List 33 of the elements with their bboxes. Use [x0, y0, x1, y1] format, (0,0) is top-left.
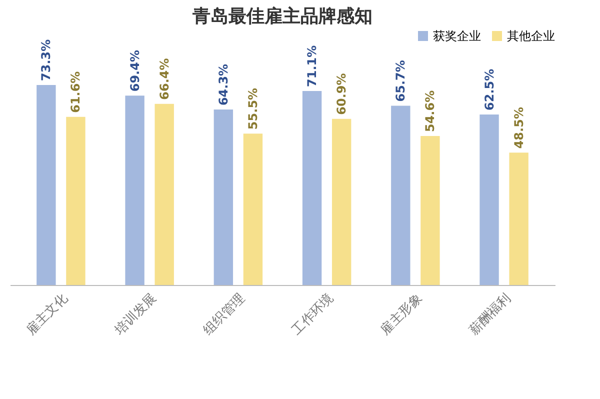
- bar: [154, 104, 174, 285]
- x-tick-label: 培训发展: [111, 290, 160, 339]
- bar: [420, 136, 440, 285]
- x-tick-label: 薪酬福利: [466, 290, 514, 338]
- data-label: 71.1%: [305, 45, 320, 88]
- data-label: 64.3%: [216, 64, 230, 106]
- bar: [509, 152, 528, 285]
- data-label: 55.5%: [246, 88, 260, 130]
- legend-label: 获奖企业: [433, 29, 481, 43]
- bar: [36, 85, 56, 285]
- bar: [302, 91, 322, 285]
- data-label: 54.6%: [423, 90, 438, 132]
- bar: [66, 116, 86, 285]
- bar: [243, 134, 263, 285]
- bar: [214, 110, 234, 285]
- data-label: 60.9%: [334, 73, 349, 115]
- chart-title: 青岛最佳雇主品牌感知: [192, 6, 372, 27]
- data-label: 48.5%: [512, 107, 526, 149]
- legend-label: 其他企业: [507, 29, 555, 43]
- bar: [332, 118, 352, 285]
- bar: [125, 96, 144, 285]
- bar: [391, 106, 410, 285]
- x-tick-label: 工作环境: [288, 290, 337, 338]
- data-label: 66.4%: [157, 58, 172, 100]
- data-label: 73.3%: [39, 39, 54, 81]
- data-label: 65.7%: [394, 60, 408, 102]
- data-label: 62.5%: [482, 68, 496, 110]
- bar: [480, 114, 499, 285]
- x-tick-label: 雇主文化: [22, 290, 71, 338]
- data-label: 69.4%: [128, 50, 142, 92]
- x-tick-label: 雇主形象: [377, 290, 426, 338]
- x-tick-label: 组织管理: [200, 290, 248, 338]
- data-label: 61.6%: [68, 71, 83, 113]
